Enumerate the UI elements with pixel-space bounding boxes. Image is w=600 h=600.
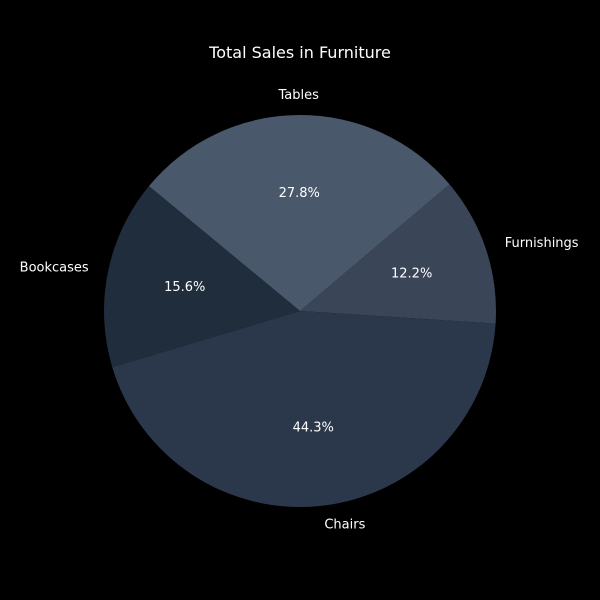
pie-slice-bookcases bbox=[103, 186, 300, 368]
slice-label-tables: Tables bbox=[277, 88, 319, 103]
slice-label-bookcases: Bookcases bbox=[20, 261, 89, 276]
pie-labels: Furnishings 12.2% Tables 27.8% Bookcases 15.6… bbox=[20, 88, 579, 533]
pie-slices bbox=[103, 115, 497, 507]
chart-title: Total Sales in Furniture bbox=[208, 43, 391, 62]
pie-slice-furnishings bbox=[300, 184, 497, 324]
percent-label-chairs: 44.3% bbox=[293, 420, 334, 435]
percent-label-bookcases: 15.6% bbox=[164, 280, 205, 295]
percent-label-furnishings: 12.2% bbox=[391, 267, 432, 282]
slice-label-chairs: Chairs bbox=[324, 518, 365, 533]
slice-label-furnishings: Furnishings bbox=[505, 236, 579, 251]
pie-slice-tables bbox=[148, 115, 450, 311]
pie-slice-chairs bbox=[112, 311, 496, 507]
percent-label-tables: 27.8% bbox=[279, 186, 320, 201]
